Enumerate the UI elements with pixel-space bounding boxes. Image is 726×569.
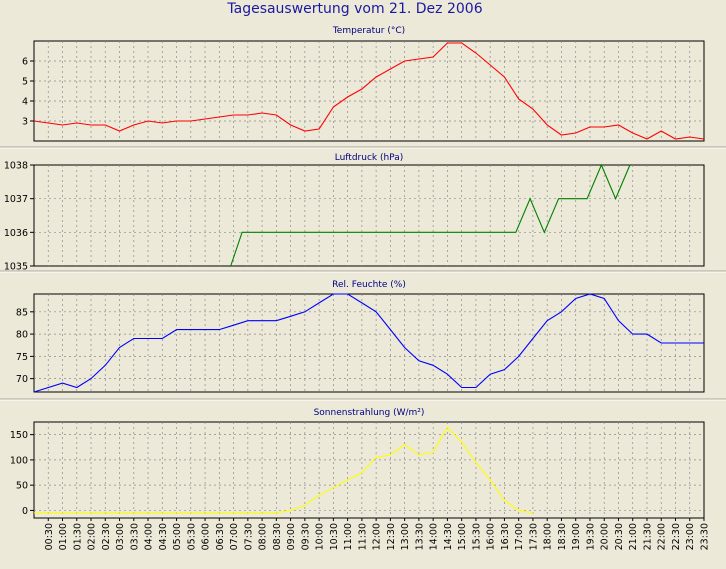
radiation-xtick-label: 00:30 [44, 523, 55, 550]
radiation-xtick-label: 06:00 [201, 523, 212, 550]
radiation-chart-title: Sonnenstrahlung (W/m²) [314, 408, 425, 418]
radiation-xtick-label: 23:30 [700, 523, 711, 550]
radiation-xtick-label: 05:00 [172, 523, 183, 550]
radiation-xtick-label: 21:30 [643, 523, 654, 550]
radiation-xtick-label: 16:30 [500, 523, 511, 550]
radiation-xtick-label: 07:30 [243, 523, 254, 550]
temperature-ytick-label: 5 [22, 77, 28, 88]
humidity-ytick-label: 75 [16, 352, 28, 363]
pressure-ytick-label: 1037 [4, 194, 28, 205]
temperature-ytick-label: 4 [22, 97, 28, 108]
radiation-xtick-label: 22:00 [657, 523, 668, 550]
radiation-xtick-label: 02:30 [101, 523, 112, 550]
radiation-xtick-label: 06:30 [215, 523, 226, 550]
radiation-xtick-label: 02:00 [87, 523, 98, 550]
radiation-xtick-label: 19:30 [586, 523, 597, 550]
radiation-xtick-label: 19:00 [571, 523, 582, 550]
radiation-xtick-label: 18:00 [543, 523, 554, 550]
radiation-xtick-label: 04:30 [158, 523, 169, 550]
radiation-xtick-label: 12:30 [386, 523, 397, 550]
radiation-xtick-label: 12:00 [372, 523, 383, 550]
radiation-xtick-label: 21:00 [628, 523, 639, 550]
radiation-xtick-label: 17:00 [514, 523, 525, 550]
radiation-xtick-label: 01:00 [58, 523, 69, 550]
radiation-xtick-label: 15:30 [471, 523, 482, 550]
radiation-xtick-label: 08:00 [258, 523, 269, 550]
radiation-xtick-label: 22:30 [671, 523, 682, 550]
radiation-xtick-label: 11:00 [343, 523, 354, 550]
radiation-xtick-label: 23:00 [685, 523, 696, 550]
radiation-ytick-label: 100 [10, 455, 28, 466]
page-title: Tagesauswertung vom 21. Dez 2006 [226, 1, 482, 17]
radiation-xtick-label: 10:30 [329, 523, 340, 550]
radiation-xtick-label: 20:30 [614, 523, 625, 550]
humidity-ytick-label: 85 [16, 307, 28, 318]
radiation-xtick-label: 01:30 [72, 523, 83, 550]
humidity-series-line [33, 293, 704, 393]
radiation-xtick-label: 13:00 [400, 523, 411, 550]
pressure-ytick-label: 1036 [4, 228, 28, 239]
radiation-xtick-label: 05:30 [186, 523, 197, 550]
radiation-xtick-label: 08:30 [272, 523, 283, 550]
humidity-plot-frame [33, 293, 705, 393]
radiation-xtick-label: 17:30 [528, 523, 539, 550]
radiation-xtick-label: 18:30 [557, 523, 568, 550]
pressure-ytick-label: 1038 [4, 161, 28, 172]
temperature-chart-title: Temperatur (°C) [332, 26, 405, 36]
radiation-xtick-label: 11:30 [357, 523, 368, 550]
radiation-xtick-label: 14:30 [443, 523, 454, 550]
radiation-plot-frame [33, 421, 705, 519]
radiation-xtick-label: 09:30 [300, 523, 311, 550]
temperature-ytick-label: 3 [22, 117, 28, 128]
radiation-xtick-label: 09:00 [286, 523, 297, 550]
pressure-chart-title: Luftdruck (hPa) [335, 153, 404, 163]
radiation-series-line [34, 426, 533, 514]
radiation-ytick-label: 150 [10, 430, 28, 441]
humidity-ytick-label: 70 [16, 374, 28, 385]
radiation-xtick-label: 20:00 [600, 523, 611, 550]
radiation-xtick-label: 07:00 [229, 523, 240, 550]
radiation-xtick-label: 13:30 [414, 523, 425, 550]
pressure-ytick-label: 1035 [4, 262, 28, 273]
pressure-series-line [230, 163, 631, 267]
radiation-ytick-label: 0 [22, 506, 28, 517]
radiation-ytick-label: 50 [16, 481, 28, 492]
pressure-plot-frame [33, 164, 705, 267]
radiation-xtick-label: 04:00 [144, 523, 155, 550]
radiation-xtick-label: 03:00 [115, 523, 126, 550]
radiation-xtick-label: 10:00 [315, 523, 326, 550]
temperature-ytick-label: 6 [22, 57, 28, 68]
radiation-xtick-label: 16:00 [486, 523, 497, 550]
radiation-xtick-label: 03:30 [129, 523, 140, 550]
temperature-series-line [33, 42, 705, 140]
radiation-xtick-label: 15:00 [457, 523, 468, 550]
temperature-plot-frame [33, 40, 705, 142]
radiation-xtick-label: 14:00 [429, 523, 440, 550]
humidity-ytick-label: 80 [16, 330, 28, 341]
humidity-chart-title: Rel. Feuchte (%) [332, 280, 406, 290]
